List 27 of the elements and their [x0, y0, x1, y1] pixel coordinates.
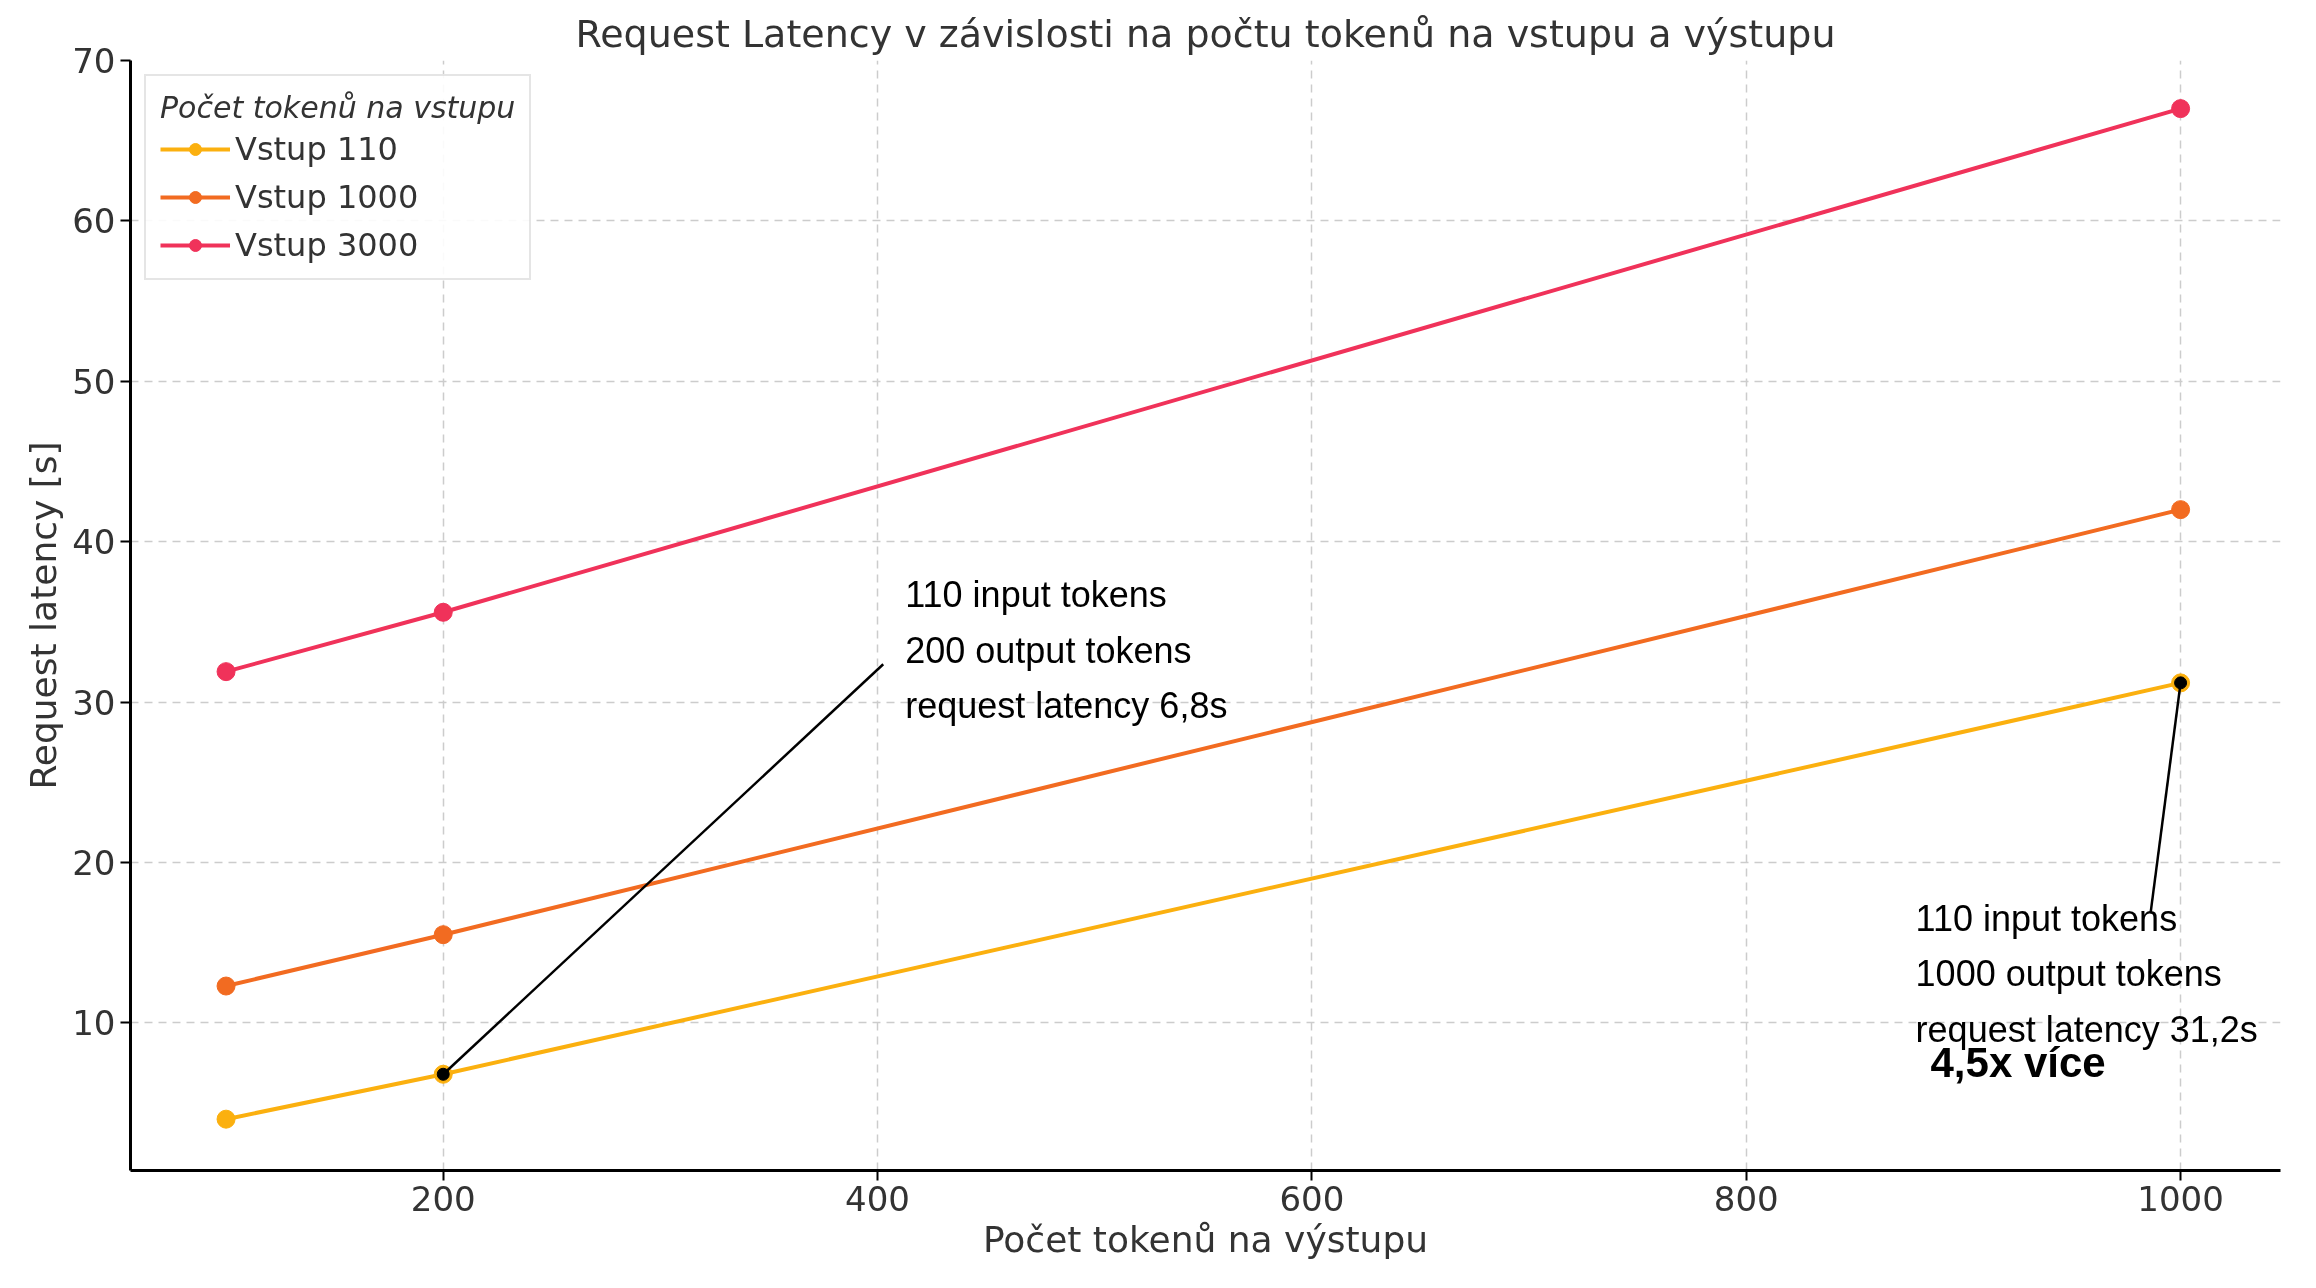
x-tick-label: 1000: [2137, 1178, 2224, 1219]
legend-label: Vstup 3000: [235, 226, 419, 264]
legend-label: Vstup 1000: [235, 178, 419, 216]
x-tick-label: 800: [1713, 1178, 1779, 1219]
point: [216, 1109, 236, 1129]
y-tick-label: 70: [72, 41, 116, 81]
y-axis-title: Request latency [s]: [23, 441, 65, 790]
point: [216, 976, 236, 996]
chart-title: Request Latency v závislosti na počtu tokenů na vstupu a výstupu: [575, 11, 1836, 56]
x-tick-label: 600: [1279, 1178, 1345, 1219]
point: [2171, 99, 2191, 119]
x-tick-label: 400: [845, 1178, 911, 1219]
y-tick-label: 30: [72, 682, 116, 723]
y-tick-label: 50: [72, 361, 116, 402]
legend-title: Počet tokenů na vstupu: [160, 90, 516, 125]
x-axis-title: Počet tokenů na výstupu: [982, 1218, 1429, 1260]
annotation: 110 input tokens 200 output tokens request latency 6,8s: [905, 574, 1228, 726]
y-tick-label: 20: [72, 843, 116, 884]
legend-label: Vstup 110: [235, 130, 398, 168]
x-tick-label: 200: [410, 1178, 476, 1219]
y-tick-label: 40: [72, 522, 116, 563]
point: [2171, 500, 2191, 520]
y-tick-label: 10: [72, 1003, 116, 1044]
y-tick-label: 60: [72, 201, 116, 242]
point: [433, 925, 453, 945]
point: [216, 662, 236, 682]
point: [433, 602, 453, 622]
